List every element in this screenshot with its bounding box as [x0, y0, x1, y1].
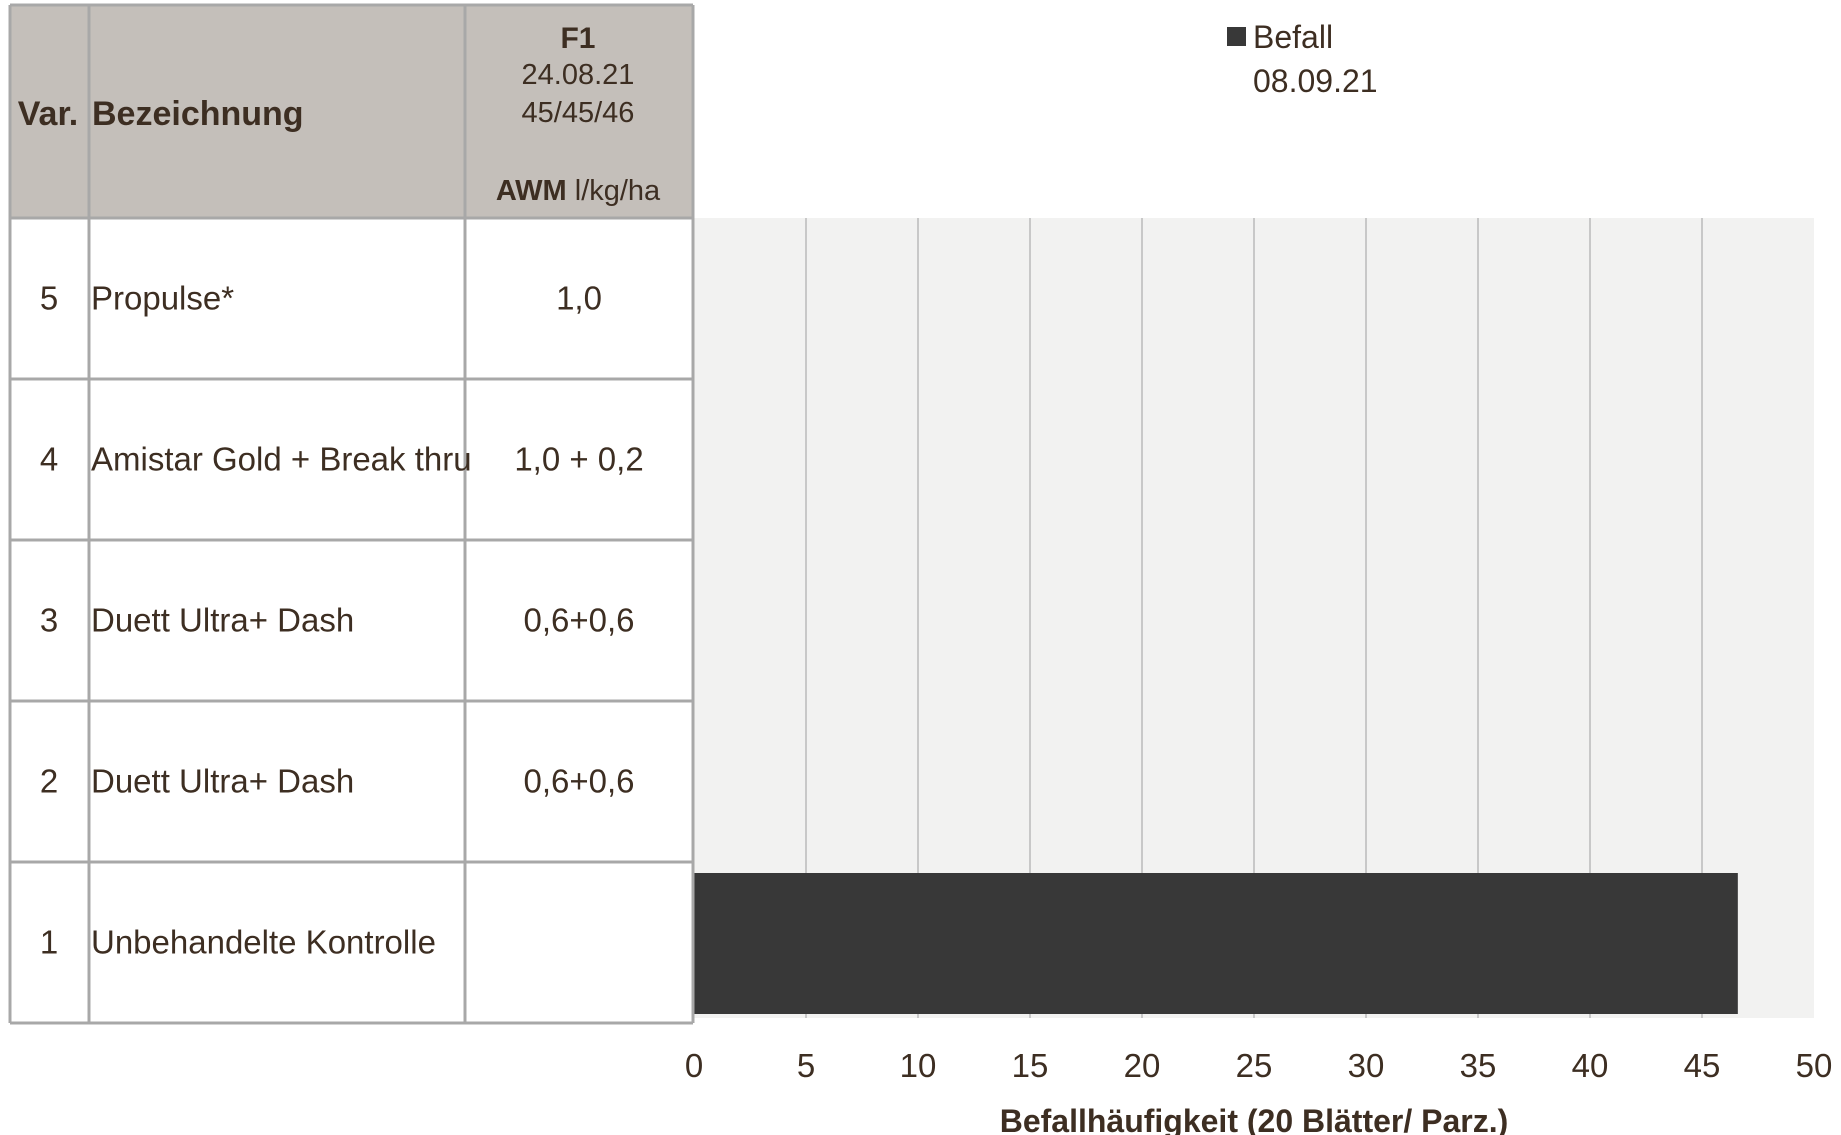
row-var-2: 2 — [40, 763, 58, 800]
row-awm-5: 1,0 — [556, 280, 602, 317]
x-tick-30: 30 — [1348, 1047, 1385, 1084]
bars — [694, 873, 1738, 1014]
legend-sublabel-date: 08.09.21 — [1253, 63, 1378, 99]
header-var: Var. — [18, 95, 79, 133]
legend-label-befall: Befall — [1253, 19, 1333, 55]
row-awm-3: 0,6+0,6 — [523, 602, 634, 639]
table-rows: 5 Propulse* 1,0 4 Amistar Gold + Break thru 1… — [40, 280, 644, 961]
x-tick-15: 15 — [1012, 1047, 1049, 1084]
row-var-3: 3 — [40, 602, 58, 639]
header-f1-title: F1 — [560, 22, 595, 55]
row-name-4: Amistar Gold + Break thru — [91, 441, 472, 478]
header-awm: AWM l/kg/ha — [496, 175, 661, 207]
header-awm-unit: l/kg/ha — [567, 175, 661, 207]
row-awm-2: 0,6+0,6 — [523, 763, 634, 800]
x-tick-45: 45 — [1684, 1047, 1721, 1084]
row-var-1: 1 — [40, 924, 58, 961]
header-name: Bezeichnung — [92, 95, 304, 133]
row-var-4: 4 — [40, 441, 58, 478]
bar-var-1 — [694, 873, 1738, 1014]
row-awm-4: 1,0 + 0,2 — [514, 441, 643, 478]
x-tick-5: 5 — [797, 1047, 815, 1084]
table-header-bg — [10, 5, 693, 218]
legend-swatch-befall — [1227, 27, 1246, 46]
row-name-5: Propulse* — [91, 280, 234, 317]
x-tick-20: 20 — [1124, 1047, 1161, 1084]
table-grid — [8, 3, 695, 1025]
x-tick-40: 40 — [1572, 1047, 1609, 1084]
x-tick-35: 35 — [1460, 1047, 1497, 1084]
row-name-1: Unbehandelte Kontrolle — [91, 924, 436, 961]
x-axis-label: Befallhäufigkeit (20 Blätter/ Parz.) — [1000, 1103, 1509, 1135]
header-awm-bold: AWM — [496, 175, 567, 207]
x-tick-25: 25 — [1236, 1047, 1273, 1084]
row-name-2: Duett Ultra+ Dash — [91, 763, 354, 800]
row-name-3: Duett Ultra+ Dash — [91, 602, 354, 639]
x-tick-10: 10 — [900, 1047, 937, 1084]
header-f1-stage: 45/45/46 — [522, 97, 635, 129]
x-tick-0: 0 — [685, 1047, 703, 1084]
x-tick-50: 50 — [1796, 1047, 1833, 1084]
x-axis-ticks: 0 5 10 15 20 25 30 35 40 45 50 — [685, 1047, 1833, 1084]
row-var-5: 5 — [40, 280, 58, 317]
header-f1-date: 24.08.21 — [522, 59, 635, 91]
